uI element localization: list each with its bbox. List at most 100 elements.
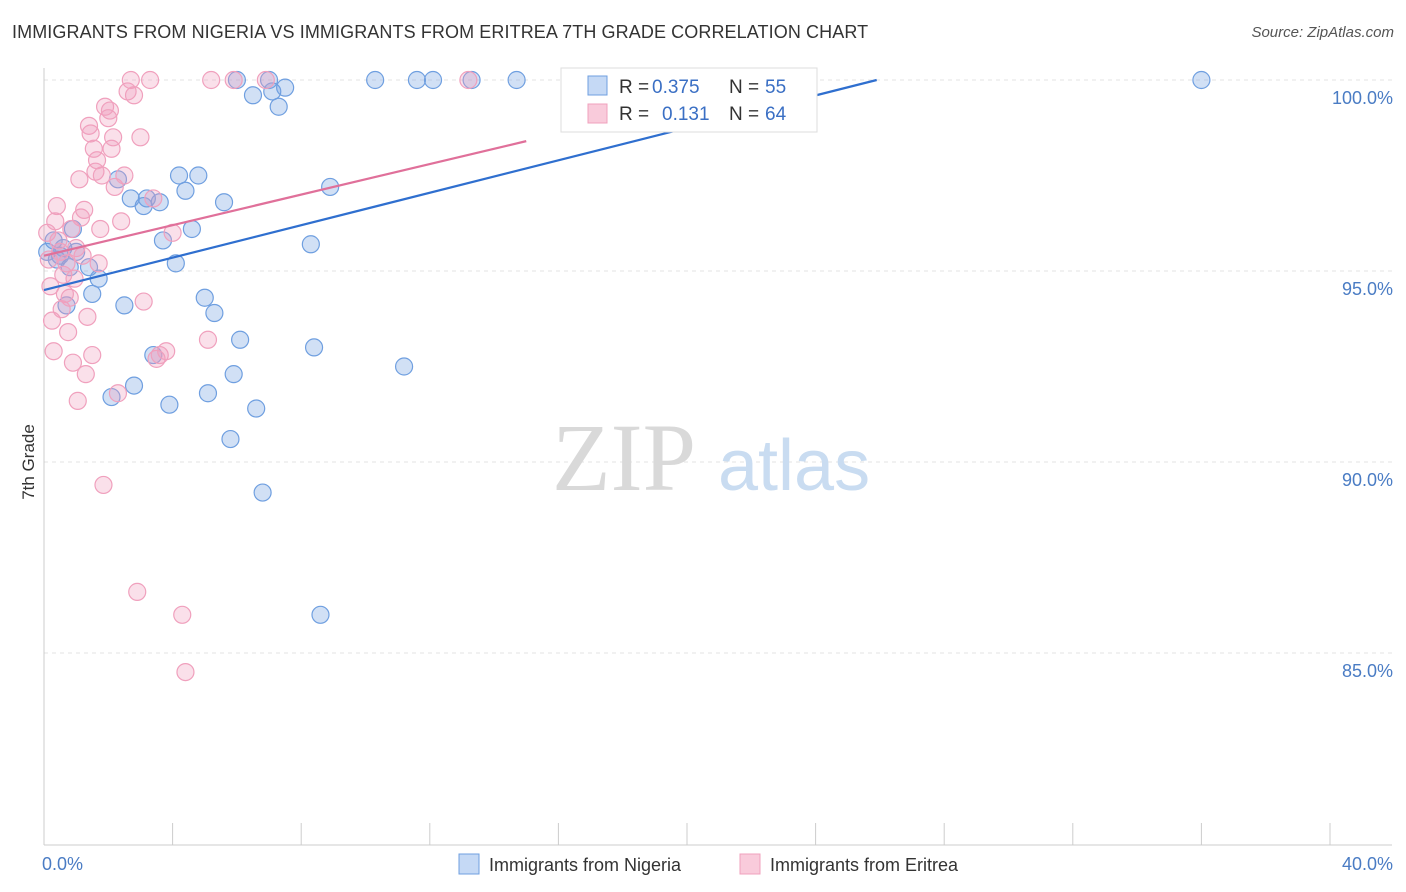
watermark-zip: ZIP bbox=[552, 404, 696, 511]
y-tick-label-2: 90.0% bbox=[1342, 470, 1393, 490]
point-series1-63 bbox=[459, 70, 478, 90]
point-series1-43 bbox=[112, 212, 131, 231]
point-series1-28 bbox=[83, 345, 102, 365]
point-series1-47 bbox=[124, 86, 144, 105]
point-series1-13 bbox=[59, 323, 78, 342]
point-series1-52 bbox=[144, 189, 163, 208]
point-series0-37 bbox=[247, 399, 266, 418]
point-series0-22 bbox=[160, 395, 179, 414]
point-series0-45 bbox=[311, 605, 330, 624]
x-tick-labels: 0.0% 40.0% bbox=[42, 854, 1393, 874]
point-series1-12 bbox=[57, 254, 76, 273]
point-series0-36 bbox=[243, 86, 263, 105]
axes bbox=[43, 68, 1392, 846]
point-series1-29 bbox=[84, 139, 103, 158]
point-series0-23 bbox=[166, 254, 185, 273]
point-series0-54 bbox=[1192, 70, 1211, 90]
point-series1-31 bbox=[87, 151, 107, 170]
point-series0-10 bbox=[83, 284, 102, 304]
point-series1-16 bbox=[63, 353, 83, 372]
watermark: ZIP atlas bbox=[552, 404, 870, 511]
point-series1-55 bbox=[157, 342, 176, 361]
point-series0-42 bbox=[276, 78, 295, 97]
point-series1-4 bbox=[44, 342, 63, 361]
legend-n-label-nigeria: N = bbox=[729, 77, 759, 98]
point-series1-10 bbox=[54, 265, 73, 284]
point-series1-14 bbox=[60, 288, 79, 307]
point-series1-19 bbox=[68, 391, 87, 410]
series-legend: Immigrants from Nigeria Immigrants from … bbox=[458, 853, 959, 875]
series-label-nigeria: Immigrants from Nigeria bbox=[489, 855, 682, 875]
point-series1-6 bbox=[47, 196, 66, 216]
point-series1-40 bbox=[104, 128, 123, 147]
point-series1-5 bbox=[46, 212, 65, 231]
point-series0-14 bbox=[115, 296, 134, 315]
point-series1-46 bbox=[121, 70, 140, 90]
point-series0-21 bbox=[153, 231, 173, 250]
legend-r-label-nigeria: R = bbox=[619, 77, 649, 98]
point-series1-27 bbox=[81, 124, 100, 143]
legend-r-label-eritrea: R = bbox=[619, 104, 649, 125]
point-series1-42 bbox=[108, 384, 128, 403]
legend-n-label-eritrea: N = bbox=[729, 104, 759, 125]
point-series0-27 bbox=[189, 166, 208, 185]
chart-title: IMMIGRANTS FROM NIGERIA VS IMMIGRANTS FR… bbox=[12, 22, 869, 42]
point-series1-60 bbox=[202, 70, 221, 90]
data-points bbox=[38, 70, 1211, 682]
chart-source: Source: ZipAtlas.com bbox=[1251, 24, 1394, 41]
point-series1-50 bbox=[134, 292, 153, 311]
series-label-eritrea: Immigrants from Eritrea bbox=[770, 855, 959, 875]
point-series1-62 bbox=[256, 70, 275, 90]
point-series1-32 bbox=[89, 254, 108, 273]
point-series1-24 bbox=[76, 365, 95, 384]
point-series1-44 bbox=[115, 166, 134, 185]
point-series1-26 bbox=[79, 116, 99, 135]
point-series0-32 bbox=[221, 429, 240, 449]
y-tick-label-0: 100.0% bbox=[1332, 88, 1393, 108]
gridlines bbox=[44, 79, 1392, 654]
point-series0-47 bbox=[366, 70, 385, 90]
point-series0-25 bbox=[176, 181, 195, 200]
point-series1-22 bbox=[73, 246, 92, 265]
point-series0-16 bbox=[124, 376, 144, 395]
point-series0-48 bbox=[394, 357, 414, 376]
point-series1-48 bbox=[128, 582, 147, 601]
point-series0-43 bbox=[301, 235, 320, 254]
point-series1-34 bbox=[92, 166, 111, 185]
point-series1-20 bbox=[70, 170, 89, 189]
legend-n-value-nigeria: 55 bbox=[765, 77, 786, 98]
point-series0-28 bbox=[195, 288, 214, 307]
point-series1-57 bbox=[173, 605, 192, 624]
x-tick-label-min: 0.0% bbox=[42, 854, 83, 874]
point-series0-41 bbox=[269, 97, 288, 116]
point-series0-38 bbox=[253, 483, 272, 502]
point-series0-31 bbox=[214, 193, 234, 212]
point-series1-23 bbox=[75, 200, 94, 219]
y-axis-label: 7th Grade bbox=[19, 424, 38, 500]
legend-swatch-eritrea bbox=[587, 103, 608, 124]
point-series0-33 bbox=[224, 365, 243, 384]
point-series1-35 bbox=[94, 475, 113, 495]
point-series1-58 bbox=[176, 662, 195, 682]
point-series0-30 bbox=[205, 303, 224, 323]
point-series1-7 bbox=[49, 231, 68, 250]
point-series1-59 bbox=[198, 330, 218, 349]
point-series1-38 bbox=[100, 101, 120, 120]
point-series1-49 bbox=[131, 128, 150, 147]
correlation-legend: R = 0.375 N = 55 R = 0.131 N = 64 bbox=[560, 67, 818, 133]
point-series1-61 bbox=[224, 70, 243, 90]
x-tick-label-max: 40.0% bbox=[1342, 854, 1393, 874]
point-series0-49 bbox=[407, 70, 427, 90]
watermark-atlas: atlas bbox=[718, 426, 870, 506]
point-series0-29 bbox=[198, 384, 218, 403]
y-tick-label-3: 85.0% bbox=[1342, 661, 1393, 681]
legend-swatch-nigeria bbox=[587, 75, 608, 96]
point-series1-37 bbox=[99, 109, 118, 128]
legend-r-value-eritrea: 0.131 bbox=[662, 104, 710, 125]
legend-n-value-eritrea: 64 bbox=[765, 104, 787, 125]
y-tick-labels: 100.0% 95.0% 90.0% 85.0% bbox=[1332, 88, 1393, 681]
series-swatch-nigeria bbox=[458, 853, 480, 875]
y-tick-label-1: 95.0% bbox=[1342, 279, 1393, 299]
point-series0-50 bbox=[423, 70, 443, 90]
